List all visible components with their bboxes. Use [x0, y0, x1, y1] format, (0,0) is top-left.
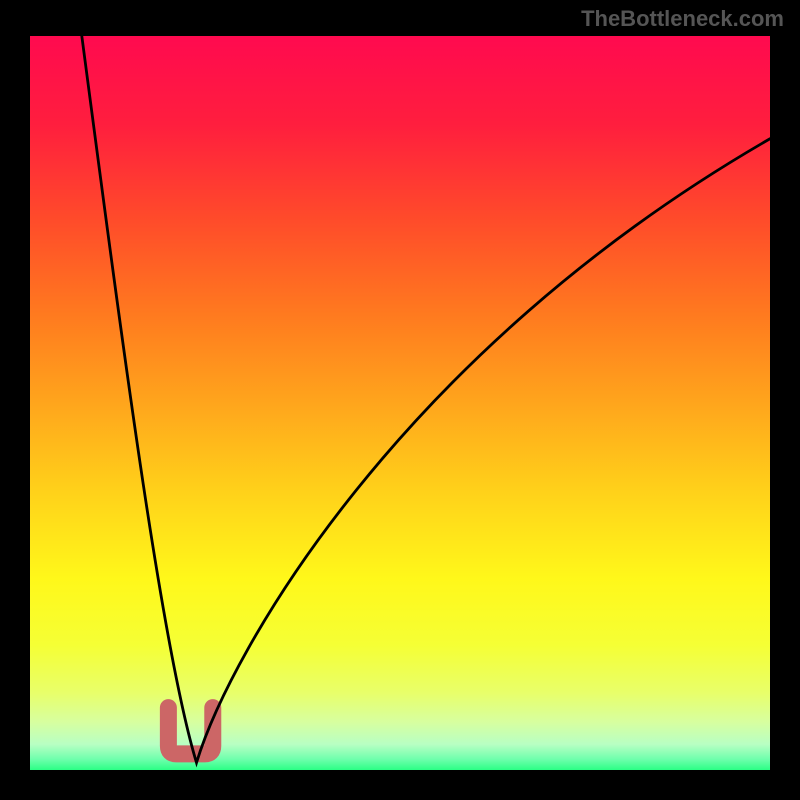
plot-background [30, 36, 770, 770]
chart-container: TheBottleneck.com [0, 0, 800, 800]
bottleneck-v-plot [0, 0, 800, 800]
watermark-text: TheBottleneck.com [581, 6, 784, 32]
